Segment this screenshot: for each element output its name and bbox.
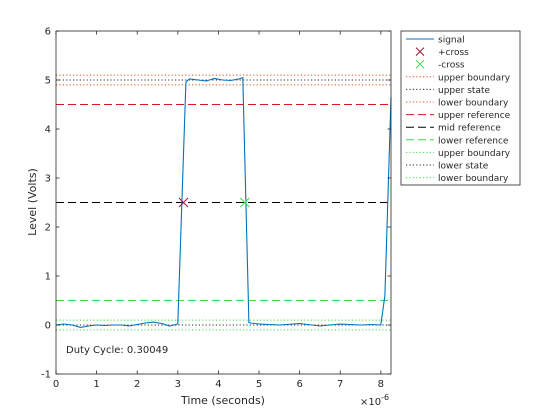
- legend-entry-3: upper boundary: [406, 73, 511, 83]
- legend-label: +cross: [438, 48, 469, 58]
- legend: signal +cross -cross upper boundary upper st…: [406, 36, 511, 184]
- x-axis-label: Time (seconds): [180, 394, 265, 407]
- legend-entry-1: +cross: [415, 47, 469, 58]
- y-tick-label: 3: [45, 174, 51, 185]
- legend-label: upper state: [438, 86, 490, 96]
- legend-label: mid reference: [438, 124, 501, 134]
- crossing-markers: [178, 197, 250, 208]
- legend-entry-5: lower boundary: [406, 99, 509, 109]
- x-tick-label: 1: [93, 379, 99, 390]
- legend-label: lower boundary: [438, 99, 509, 109]
- x-exponent-label: ×10-6: [360, 393, 389, 408]
- x-tick-label: 3: [175, 379, 181, 390]
- plot-frame: [55, 30, 392, 375]
- legend-label: lower boundary: [438, 174, 509, 184]
- x-axis-ticks: 0 1 2 3 4 5 6 7 8: [53, 31, 384, 390]
- x-tick-label: 4: [215, 379, 221, 390]
- crossing-marker-0: [178, 197, 189, 208]
- legend-label: lower state: [438, 162, 489, 172]
- legend-entry-0: signal: [406, 36, 465, 46]
- legend-entry-7: mid reference: [406, 124, 501, 134]
- legend-box: [400, 30, 521, 186]
- legend-label: upper boundary: [438, 149, 511, 159]
- legend-entry-9: upper boundary: [406, 149, 511, 159]
- legend-marker: [415, 59, 425, 69]
- x-tick-label: 8: [378, 379, 384, 390]
- y-tick-label: 0: [45, 321, 51, 332]
- duty-cycle-annotation: Duty Cycle: 0.30049: [66, 345, 168, 356]
- y-tick-label: 5: [45, 76, 51, 87]
- legend-label: signal: [438, 36, 465, 46]
- y-axis-label: Level (Volts): [26, 168, 39, 236]
- legend-entry-6: upper reference: [406, 111, 511, 121]
- y-tick-label: 4: [45, 125, 51, 136]
- x-tick-label: 7: [337, 379, 343, 390]
- x-tick-label: 6: [296, 379, 302, 390]
- legend-label: upper boundary: [438, 73, 511, 83]
- legend-label: -cross: [438, 61, 465, 71]
- legend-entry-4: upper state: [406, 86, 490, 96]
- y-tick-label: 1: [45, 272, 51, 283]
- y-tick-label: 2: [45, 223, 51, 234]
- y-axis-ticks: -1 0 1 2 3 4 5 6: [41, 27, 391, 381]
- legend-entry-11: lower boundary: [406, 174, 509, 184]
- x-tick-label: 0: [53, 379, 59, 390]
- series-line-signal: [55, 76, 392, 328]
- legend-label: upper reference: [438, 111, 511, 121]
- legend-label: lower reference: [438, 136, 509, 146]
- x-exponent-base: ×10: [360, 397, 381, 408]
- series-layer: [55, 76, 392, 328]
- legend-entry-2: -cross: [415, 59, 465, 71]
- legend-marker: [415, 47, 425, 56]
- y-tick-label: 6: [45, 27, 51, 38]
- legend-entry-10: lower state: [406, 162, 489, 172]
- crossing-marker-1: [239, 197, 250, 208]
- legend-entry-8: lower reference: [406, 136, 509, 146]
- x-tick-label: 2: [134, 379, 140, 390]
- x-exponent-power: -6: [381, 393, 389, 402]
- x-tick-label: 5: [256, 379, 262, 390]
- y-tick-label: -1: [41, 370, 51, 381]
